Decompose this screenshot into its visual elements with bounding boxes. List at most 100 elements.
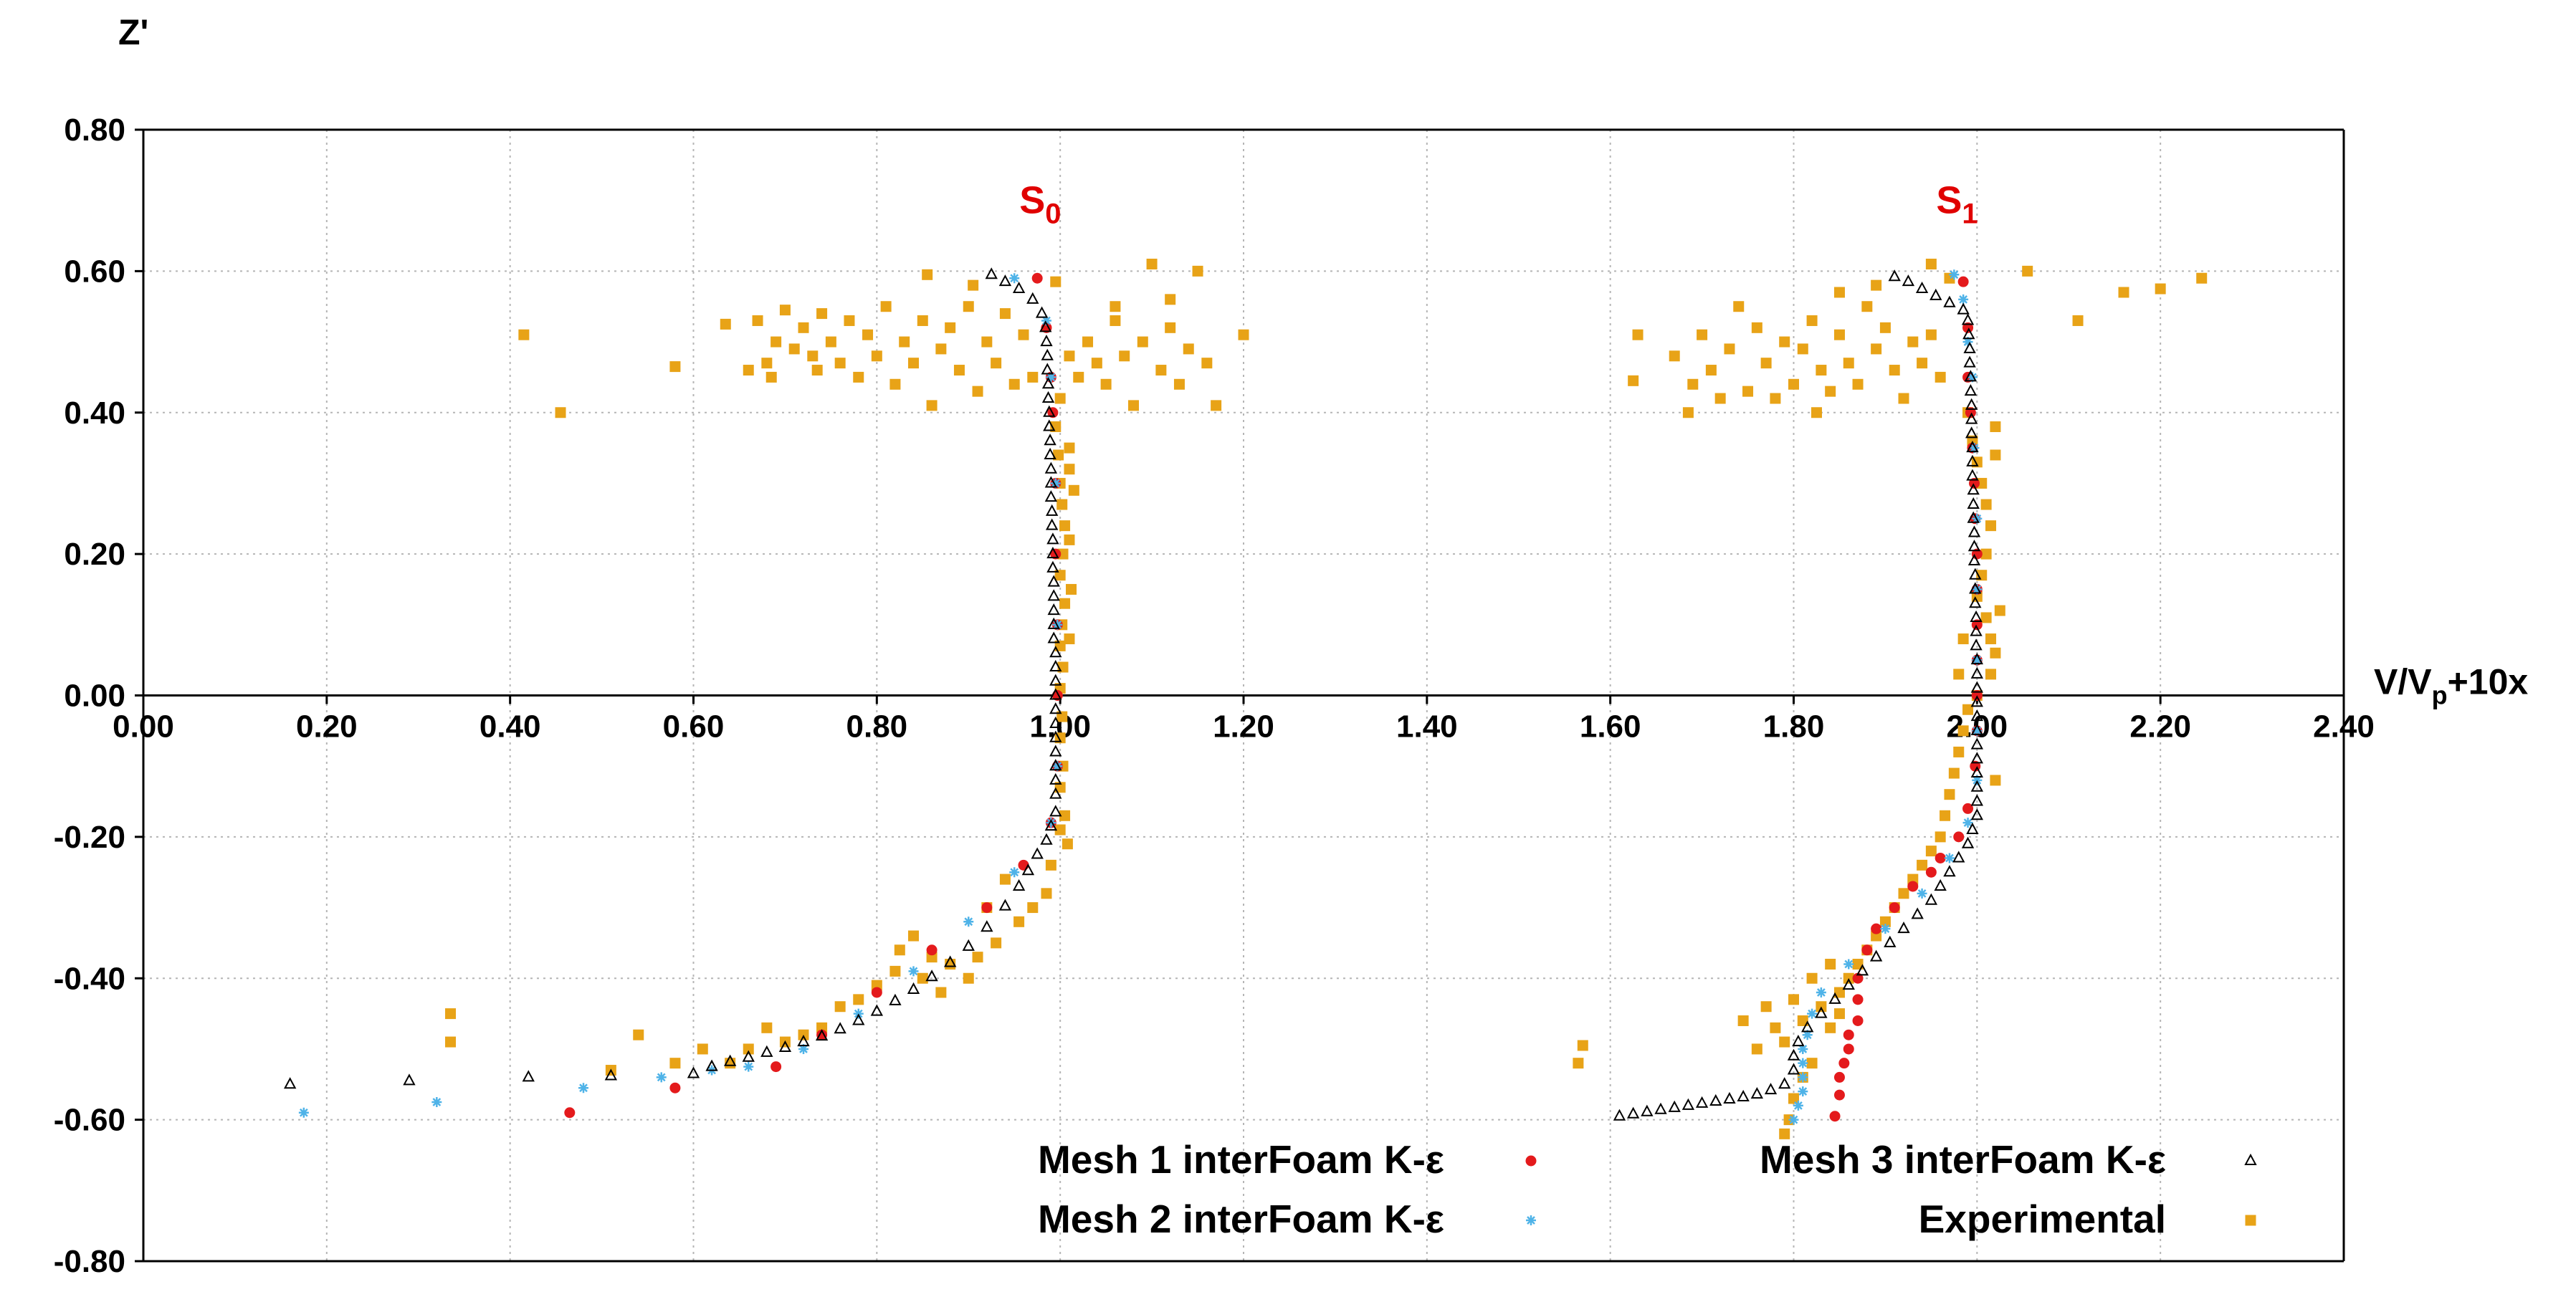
- y-tick-label: -0.20: [54, 820, 125, 855]
- data-point: [1833, 1008, 1845, 1020]
- data-point: [1682, 407, 1694, 418]
- data-point: [1861, 301, 1873, 312]
- data-point: [1871, 343, 1882, 355]
- data-point: [871, 987, 882, 998]
- data-point: [1980, 612, 1992, 623]
- data-point: [963, 972, 974, 984]
- data-point: [1962, 327, 1975, 340]
- data-point: [1815, 1006, 1828, 1018]
- x-tick-label: 2.20: [2129, 709, 2191, 745]
- x-axis-label-main: V/V: [2374, 662, 2432, 702]
- data-point: [1073, 371, 1084, 383]
- data-point: [1949, 269, 1960, 280]
- data-point: [1879, 322, 1891, 333]
- data-point: [1173, 378, 1185, 390]
- data-point: [1994, 605, 2005, 616]
- data-point: [998, 899, 1012, 911]
- data-point: [1041, 315, 1051, 326]
- data-point: [1091, 358, 1102, 369]
- data-point: [2196, 272, 2208, 284]
- data-point: [1043, 419, 1056, 431]
- data-point: [743, 365, 754, 376]
- data-point: [962, 939, 975, 951]
- data-point: [1577, 1040, 1588, 1051]
- data-point: [1047, 617, 1060, 629]
- data-point: [1953, 746, 1965, 757]
- data-point: [1816, 987, 1826, 997]
- legend-marker: [1525, 1155, 1537, 1167]
- data-point: [1628, 375, 1639, 386]
- y-tick-label: 0.20: [64, 537, 125, 572]
- data-point: [1012, 879, 1026, 891]
- data-point: [1943, 295, 1956, 307]
- data-point: [1041, 363, 1054, 375]
- data-point: [1798, 1043, 1808, 1054]
- series-star: [298, 269, 1983, 1125]
- data-point: [1842, 978, 1855, 990]
- x-tick-label: 1.60: [1580, 709, 1641, 745]
- data-point: [1825, 959, 1836, 970]
- data-point: [1970, 610, 1983, 622]
- series-square: [445, 259, 2208, 1139]
- data-point: [1043, 405, 1056, 417]
- data-point: [1806, 972, 1818, 984]
- legend-label: Mesh 2 interFoam K-ε: [1038, 1197, 1444, 1241]
- data-point: [922, 269, 933, 280]
- data-point: [1833, 329, 1845, 340]
- legend-marker: [2244, 1153, 2257, 1165]
- data-point: [1724, 343, 1735, 355]
- data-point: [778, 1040, 792, 1052]
- data-point: [1054, 824, 1066, 836]
- data-point: [1047, 575, 1060, 587]
- data-point: [1962, 803, 1974, 814]
- data-point: [1183, 343, 1194, 355]
- x-tick-label: 2.40: [2313, 709, 2375, 745]
- data-point: [991, 937, 1002, 949]
- data-point: [669, 1058, 681, 1069]
- data-point: [1966, 454, 1979, 466]
- data-point: [1054, 782, 1066, 793]
- data-point: [999, 308, 1011, 320]
- legend-label: Mesh 3 interFoam K-ε: [1760, 1137, 2166, 1182]
- data-point: [2072, 315, 2084, 326]
- x-axis-label: V/Vp+10x: [2374, 662, 2528, 710]
- data-point: [1054, 393, 1066, 404]
- data-point: [1970, 666, 1984, 679]
- data-point: [1626, 1106, 1640, 1119]
- data-point: [908, 358, 919, 369]
- data-point: [1856, 964, 1869, 976]
- data-point: [633, 1029, 644, 1040]
- data-point: [669, 361, 681, 373]
- data-point: [1049, 646, 1062, 658]
- data-point: [1012, 281, 1026, 294]
- data-point: [1044, 447, 1056, 459]
- data-point: [1806, 315, 1818, 326]
- data-point: [1045, 504, 1059, 516]
- data-point: [834, 358, 846, 369]
- data-point: [2155, 283, 2166, 295]
- data-point: [998, 274, 1012, 287]
- data-point: [1898, 393, 1909, 404]
- data-point: [1879, 916, 1891, 927]
- data-point: [1026, 292, 1039, 304]
- data-point: [1962, 704, 1974, 715]
- data-point: [687, 1066, 700, 1078]
- data-point: [1964, 384, 1978, 396]
- y-tick-label: -0.60: [54, 1103, 125, 1138]
- data-point: [871, 350, 882, 362]
- x-axis-label-subscript: p: [2432, 681, 2448, 710]
- data-point: [1733, 301, 1745, 312]
- data-point: [1970, 695, 1984, 707]
- data-point: [991, 358, 1002, 369]
- data-point: [1068, 484, 1079, 496]
- data-point: [1911, 907, 1924, 919]
- data-point: [1054, 570, 1066, 581]
- data-point: [1871, 279, 1882, 291]
- data-point: [1787, 1048, 1800, 1061]
- data-point: [1917, 358, 1928, 369]
- data-point: [968, 279, 979, 291]
- data-point: [1940, 810, 1951, 821]
- data-point: [1833, 287, 1845, 298]
- data-point: [669, 1082, 681, 1093]
- data-point: [1054, 640, 1066, 651]
